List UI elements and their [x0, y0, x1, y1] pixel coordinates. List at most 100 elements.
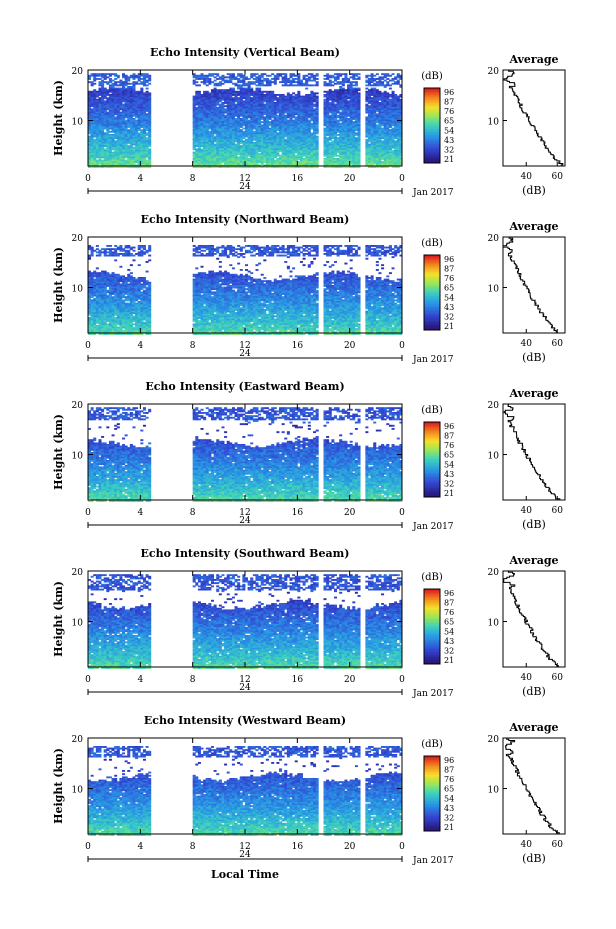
- heatmap-cell: [347, 161, 351, 164]
- heatmap-cell: [386, 166, 390, 168]
- heatmap-cell: [279, 118, 283, 120]
- heatmap-cell: [119, 98, 123, 101]
- heatmap-cell: [271, 151, 275, 154]
- heatmap-cell: [208, 73, 212, 76]
- heatmap-cell: [276, 122, 280, 125]
- heatmap-cell: [328, 143, 332, 146]
- heatmap-cell: [386, 140, 390, 143]
- heatmap-cell: [341, 126, 345, 128]
- heatmap-cell: [192, 140, 196, 143]
- heatmap-cell: [336, 74, 340, 77]
- heatmap-cell: [263, 166, 267, 168]
- heatmap-cell: [88, 162, 92, 165]
- heatmap-cell: [192, 95, 196, 98]
- heatmap-cell: [208, 121, 212, 124]
- heatmap-cell: [88, 76, 92, 79]
- heatmap-cell: [370, 143, 374, 146]
- heatmap-cell: [313, 161, 317, 164]
- heatmap-cell: [200, 151, 204, 154]
- heatmap-cell: [365, 118, 369, 120]
- heatmap-cell: [271, 154, 275, 157]
- heatmap-cell: [148, 137, 152, 140]
- heatmap-cell: [388, 95, 392, 98]
- heatmap-cell: [375, 145, 379, 148]
- heatmap-cell: [273, 137, 277, 140]
- heatmap-cell: [373, 89, 377, 92]
- heatmap-cell: [294, 118, 298, 120]
- heatmap-cell: [213, 164, 217, 167]
- heatmap-cell: [258, 126, 262, 128]
- heatmap-cell: [140, 103, 144, 106]
- heatmap-cell: [354, 138, 358, 141]
- heatmap-cell: [197, 78, 201, 80]
- heatmap-cell: [344, 127, 348, 130]
- heatmap-cell: [310, 142, 314, 144]
- heatmap-cell: [237, 90, 241, 93]
- heatmap-cell: [252, 73, 256, 76]
- heatmap-cell: [216, 90, 220, 93]
- heatmap-cell: [124, 154, 128, 157]
- heatmap-cell: [370, 126, 374, 128]
- heatmap-cell: [299, 122, 303, 125]
- heatmap-cell: [127, 95, 131, 98]
- heatmap-cell: [354, 111, 358, 114]
- heatmap-cell: [307, 132, 311, 135]
- heatmap-cell: [195, 162, 199, 165]
- heatmap-cell: [93, 151, 97, 154]
- heatmap-cell: [106, 166, 110, 168]
- heatmap-cell: [354, 137, 358, 140]
- heatmap-cell: [229, 146, 233, 149]
- heatmap-cell: [142, 118, 146, 120]
- heatmap-cell: [341, 138, 345, 141]
- heatmap-cell: [122, 138, 126, 141]
- heatmap-cell: [252, 145, 256, 148]
- heatmap-cell: [226, 108, 230, 111]
- heatmap-cell: [375, 124, 379, 127]
- heatmap-cell: [307, 94, 311, 96]
- heatmap-cell: [336, 103, 340, 106]
- heatmap-cell: [383, 151, 387, 154]
- heatmap-cell: [135, 134, 139, 136]
- heatmap-cell: [213, 90, 217, 93]
- heatmap-cell: [137, 122, 141, 125]
- heatmap-cell: [210, 95, 214, 98]
- heatmap-cell: [265, 159, 269, 162]
- heatmap-cell: [129, 153, 133, 156]
- heatmap-cell: [210, 108, 214, 111]
- heatmap-cell: [297, 78, 301, 80]
- heatmap-cell: [205, 94, 209, 96]
- heatmap-cell: [357, 95, 361, 98]
- heatmap-cell: [354, 103, 358, 106]
- heatmap-cell: [258, 76, 262, 79]
- heatmap-cell: [367, 164, 371, 167]
- heatmap-cell: [367, 137, 371, 140]
- heatmap-cell: [224, 162, 228, 165]
- heatmap-cell: [205, 126, 209, 128]
- heatmap-cell: [247, 105, 251, 108]
- heatmap-cell: [299, 124, 303, 127]
- heatmap-cell: [216, 130, 220, 133]
- heatmap-cell: [294, 95, 298, 98]
- heatmap-cell: [370, 105, 374, 108]
- heatmap-cell: [365, 97, 369, 100]
- heatmap-cell: [208, 114, 212, 117]
- heatmap-cell: [373, 87, 377, 90]
- heatmap-cell: [124, 92, 128, 95]
- heatmap-cell: [365, 98, 369, 101]
- heatmap-cell: [265, 95, 269, 98]
- heatmap-cell: [93, 166, 97, 168]
- heatmap-cell: [135, 111, 139, 114]
- heatmap-cell: [265, 78, 269, 80]
- heatmap-cell: [315, 132, 319, 135]
- heatmap-cell: [383, 98, 387, 101]
- heatmap-cell: [195, 126, 199, 128]
- heatmap-cell: [205, 118, 209, 120]
- heatmap-cell: [108, 89, 112, 92]
- heatmap-cell: [124, 134, 128, 136]
- heatmap-cell: [276, 137, 280, 140]
- heatmap-cell: [252, 130, 256, 133]
- heatmap-cell: [95, 92, 99, 95]
- heatmap-cell: [378, 105, 382, 108]
- heatmap-cell: [95, 153, 99, 156]
- heatmap-cell: [333, 111, 337, 114]
